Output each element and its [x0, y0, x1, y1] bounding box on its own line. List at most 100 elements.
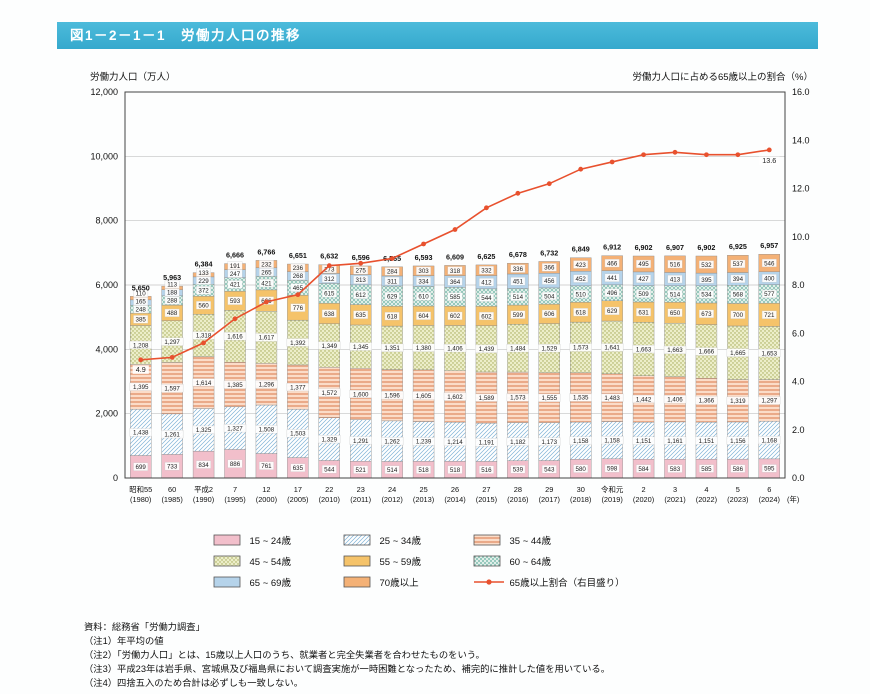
svg-text:673: 673: [701, 311, 712, 318]
legend-item-g70-swatch: [343, 576, 370, 588]
svg-text:17: 17: [294, 485, 302, 494]
svg-text:288: 288: [167, 298, 178, 305]
svg-text:113: 113: [167, 282, 177, 289]
svg-text:518: 518: [418, 467, 429, 474]
svg-text:6,651: 6,651: [289, 251, 307, 260]
svg-text:635: 635: [293, 465, 304, 472]
svg-text:1,508: 1,508: [259, 427, 275, 434]
svg-text:1,156: 1,156: [730, 438, 746, 445]
svg-text:6,666: 6,666: [226, 251, 244, 260]
svg-text:629: 629: [387, 293, 398, 300]
svg-text:(2015): (2015): [476, 495, 497, 504]
note-line: （注4）四捨五入のため合計は必ずしも一致しない。: [84, 677, 303, 688]
svg-text:0: 0: [113, 473, 118, 483]
ratio-point: [672, 149, 678, 155]
ratio-point: [358, 260, 364, 266]
svg-text:232: 232: [261, 261, 272, 268]
axis-tick-labels: 0 2,000 4,000 6,000 8,000 10,000 12,000 0.0 2.0 4…: [90, 87, 809, 483]
left-axis-title: 労働力人口（万人）: [90, 72, 176, 83]
svg-text:412: 412: [481, 280, 492, 287]
svg-text:1,182: 1,182: [510, 439, 526, 446]
svg-text:1,406: 1,406: [447, 345, 463, 352]
legend-item-g15-swatch: [213, 534, 240, 546]
svg-text:1,191: 1,191: [479, 440, 495, 447]
svg-text:631: 631: [638, 309, 649, 316]
svg-text:(2018): (2018): [570, 495, 591, 504]
svg-text:466: 466: [607, 260, 618, 267]
svg-text:518: 518: [450, 467, 461, 474]
svg-text:1,151: 1,151: [699, 438, 715, 445]
svg-text:236: 236: [293, 265, 304, 272]
svg-text:(2011): (2011): [350, 495, 371, 504]
svg-text:366: 366: [544, 265, 555, 272]
svg-text:1,377: 1,377: [290, 384, 306, 391]
note-line: 資料：総務省「労働力調査」: [84, 622, 205, 632]
chart-legend: 15 ~ 24歳 25 ~ 34歳 35 ~ 44歳 45 ~ 54歳 55 ~ 59歳…: [0, 533, 870, 589]
ratio-point: [232, 316, 238, 322]
svg-text:273: 273: [324, 266, 335, 273]
svg-text:385: 385: [136, 317, 147, 324]
svg-text:6,596: 6,596: [352, 253, 370, 262]
svg-text:(2022): (2022): [696, 495, 717, 504]
svg-text:303: 303: [418, 268, 429, 275]
ratio-point: [735, 152, 741, 158]
legend-item-g55-label: 55 ~ 59歳: [379, 557, 421, 568]
svg-text:6,912: 6,912: [603, 243, 621, 252]
svg-text:0.0: 0.0: [792, 473, 805, 483]
svg-text:(1985): (1985): [161, 495, 182, 504]
svg-text:8.0: 8.0: [792, 280, 805, 290]
legend-item-65plus-ratio: 65歳以上割合（右目盛り）: [473, 575, 658, 589]
figure-title: 図1－2－1－1 労働力人口の推移: [70, 28, 302, 43]
svg-text:313: 313: [356, 277, 367, 284]
svg-text:521: 521: [356, 467, 367, 474]
svg-text:1,663: 1,663: [636, 346, 652, 353]
svg-text:247: 247: [230, 271, 241, 278]
ratio-point: [389, 256, 395, 261]
svg-text:334: 334: [418, 278, 429, 285]
svg-text:30: 30: [577, 485, 585, 494]
svg-text:1,605: 1,605: [416, 393, 432, 400]
ratio-point: [641, 152, 646, 158]
svg-text:604: 604: [418, 313, 429, 320]
svg-text:(2012): (2012): [381, 495, 402, 504]
legend-item-65plus-ratio-label: 65歳以上割合（右目盛り）: [509, 578, 625, 589]
svg-text:12,000: 12,000: [90, 87, 118, 97]
ratio-point: [201, 340, 206, 346]
svg-text:(2005): (2005): [287, 495, 308, 504]
right-axis-title: 労働力人口に占める65歳以上の割合（%）: [632, 72, 813, 83]
ratio-point: [295, 292, 301, 298]
svg-text:4: 4: [704, 485, 708, 494]
svg-text:699: 699: [136, 464, 147, 471]
ratio-line-layer: 4.9 13.6: [132, 147, 780, 374]
svg-text:504: 504: [544, 293, 555, 300]
svg-text:700: 700: [733, 312, 744, 319]
svg-text:441: 441: [607, 275, 618, 282]
svg-text:514: 514: [513, 294, 524, 301]
legend-item-g15-label: 15 ~ 24歳: [249, 536, 291, 547]
svg-text:2,000: 2,000: [95, 409, 118, 419]
svg-text:6,849: 6,849: [572, 245, 590, 254]
svg-text:510: 510: [576, 291, 587, 298]
svg-text:1,262: 1,262: [384, 438, 400, 445]
svg-text:1,573: 1,573: [510, 395, 526, 402]
note-line: （注2）「労働力人口」とは、15歳以上人口のうち、就業者と完全失業者を合わせたも…: [84, 649, 485, 660]
svg-text:2.0: 2.0: [792, 425, 805, 435]
svg-text:1,329: 1,329: [322, 436, 338, 443]
svg-text:268: 268: [293, 273, 304, 280]
svg-text:6.0: 6.0: [792, 328, 805, 338]
svg-text:1,529: 1,529: [542, 345, 558, 352]
svg-text:516: 516: [670, 261, 681, 268]
svg-text:5,650: 5,650: [132, 283, 150, 292]
svg-text:191: 191: [230, 263, 241, 270]
svg-text:514: 514: [387, 467, 398, 474]
ratio-point: [452, 227, 458, 232]
svg-text:6,902: 6,902: [697, 243, 715, 252]
svg-text:580: 580: [576, 466, 587, 473]
svg-text:585: 585: [450, 294, 461, 301]
svg-text:568: 568: [733, 292, 744, 299]
svg-text:1,380: 1,380: [416, 345, 432, 352]
svg-text:1,555: 1,555: [542, 395, 558, 402]
svg-text:496: 496: [607, 290, 618, 297]
